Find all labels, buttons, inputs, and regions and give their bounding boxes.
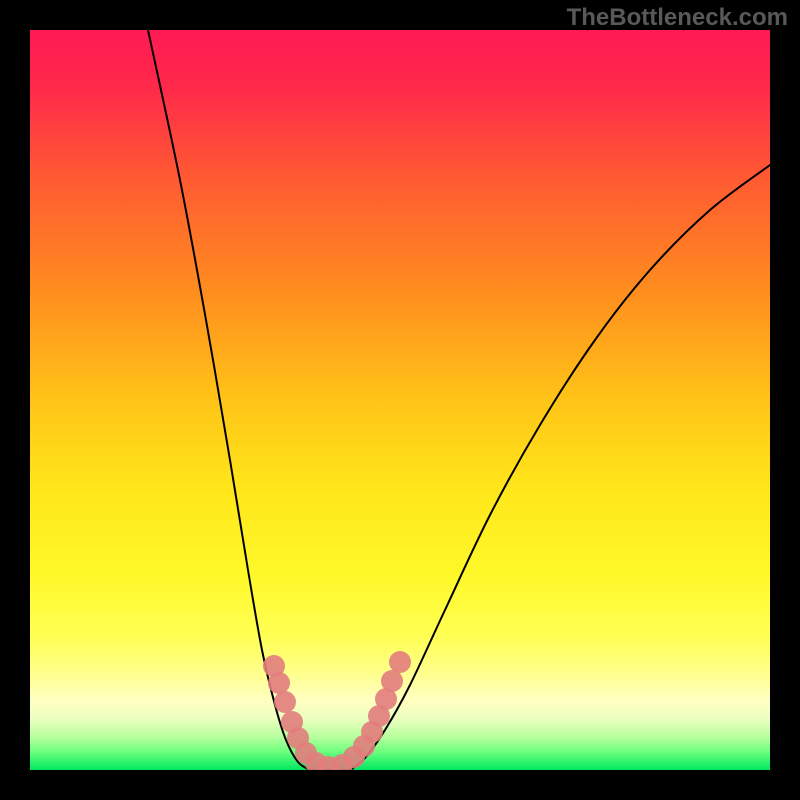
plot-frame bbox=[30, 30, 770, 770]
marker-point bbox=[381, 670, 403, 692]
watermark-text: TheBottleneck.com bbox=[567, 4, 788, 32]
marker-point bbox=[389, 651, 411, 673]
marker-group bbox=[263, 651, 411, 770]
marker-point bbox=[268, 672, 290, 694]
marker-point bbox=[274, 691, 296, 713]
v-curve bbox=[148, 30, 770, 770]
curve-overlay bbox=[30, 30, 770, 770]
